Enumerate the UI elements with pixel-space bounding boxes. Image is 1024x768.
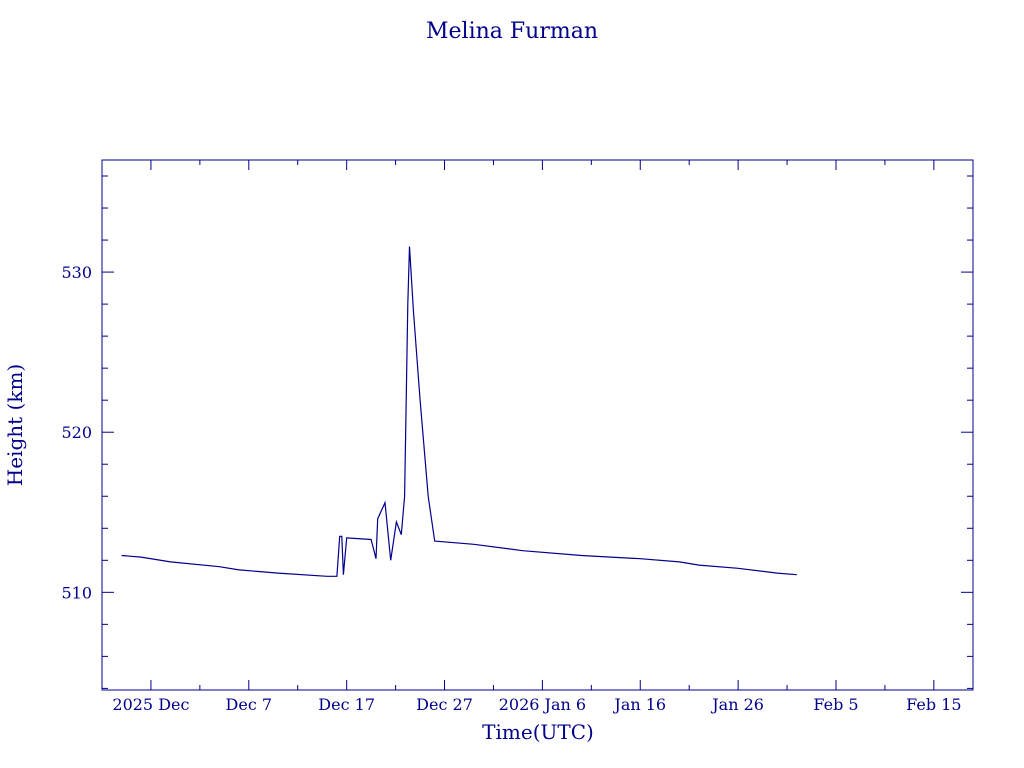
x-tick-label: Dec 17: [318, 695, 375, 714]
x-tick-label: Feb 15: [906, 695, 961, 714]
y-tick-label: 520: [61, 423, 92, 442]
plot-frame: [101, 159, 974, 691]
x-tick-labels: 2025 Dec Dec 7 Dec 17 Dec 27 2026 Jan 6 Jan 1…: [112, 695, 961, 714]
y-tick-label: 510: [61, 583, 92, 602]
x-tick-label: 2026 Jan 6: [499, 695, 586, 714]
chart-title: Melina Furman: [426, 19, 598, 44]
x-tick-label: 2025 Dec: [112, 695, 189, 714]
y-axis-label: Height (km): [3, 364, 27, 486]
x-axis-label: Time(UTC): [482, 720, 594, 744]
series-layer: [121, 246, 797, 577]
x-tick-label: Dec 27: [416, 695, 473, 714]
x-tick-label: Feb 5: [813, 695, 858, 714]
series-line: [121, 246, 797, 577]
x-tick-label: Jan 16: [612, 695, 666, 714]
x-tick-label: Jan 26: [710, 695, 764, 714]
x-tick-label: Dec 7: [226, 695, 273, 714]
y-tick-label: 530: [61, 263, 92, 282]
axis-ticks: [101, 160, 973, 690]
y-tick-labels: 510 520 530: [61, 263, 92, 602]
